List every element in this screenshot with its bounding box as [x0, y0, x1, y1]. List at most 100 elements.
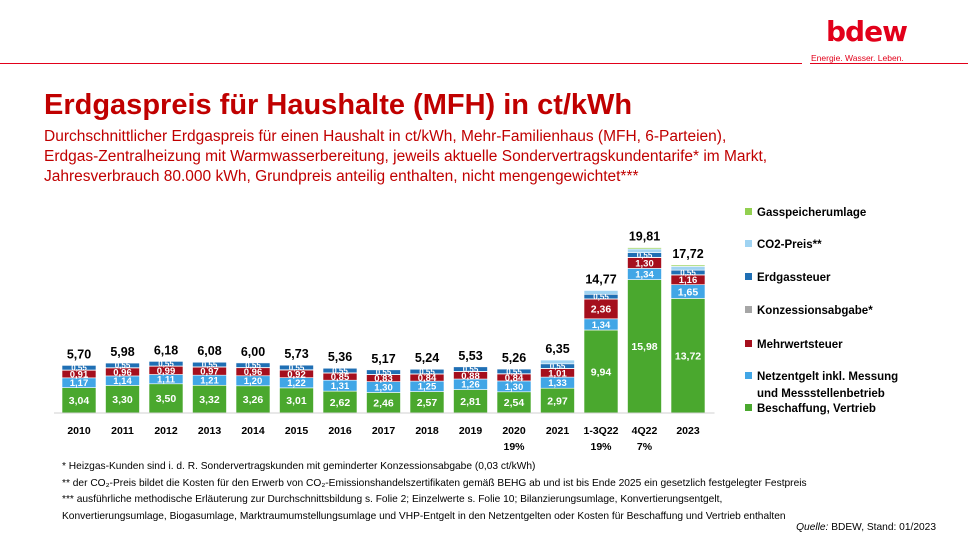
- total-label: 5,36: [328, 350, 352, 364]
- bar-segment: [670, 264, 706, 267]
- category-label: 2017: [372, 425, 396, 437]
- segment-label: 1,21: [200, 376, 219, 387]
- bar-segment: [148, 383, 184, 414]
- segment-label: 1,30: [635, 258, 654, 269]
- segment-label: 0,55: [158, 360, 174, 369]
- total-label: 6,35: [545, 342, 569, 356]
- segment-label: 2,81: [460, 396, 481, 408]
- segment-label: 3,04: [69, 395, 90, 407]
- segment-label: 2,36: [591, 304, 612, 316]
- category-label: 2014: [241, 425, 265, 437]
- footnotes: * Heizgas-Kunden sind i. d. R. Sonderver…: [62, 459, 807, 525]
- category-sublabel: 19%: [590, 441, 612, 453]
- segment-label: 0,55: [245, 361, 261, 370]
- legend-label: Mehrwertsteuer: [757, 339, 843, 351]
- segment-label: 1,31: [331, 381, 350, 392]
- category-label: 2018: [415, 425, 439, 437]
- category-label: 2023: [676, 425, 700, 437]
- legend-swatch: [745, 404, 752, 411]
- bar-segment: [105, 362, 140, 368]
- category-label: 1-3Q22: [583, 425, 618, 437]
- bar-segment: [627, 248, 662, 253]
- segment-label: 9,94: [591, 366, 612, 378]
- bar-segment: [409, 368, 445, 375]
- segment-label: 0,55: [71, 364, 87, 373]
- segment-label: 1,14: [113, 376, 132, 387]
- category-sublabel: 19%: [503, 441, 525, 453]
- footnote: ** der CO₂-Preis bildet die Kosten für d…: [62, 477, 807, 489]
- total-label: 5,73: [284, 347, 308, 361]
- bar-segment: [235, 362, 271, 368]
- logo-tagline: Energie. Wasser. Leben.: [811, 53, 904, 63]
- segment-label: 2,97: [547, 395, 568, 407]
- bar-segment: [148, 361, 184, 367]
- segment-label: 0,55: [419, 367, 435, 376]
- legend-label: Gasspeicherumlage: [757, 207, 866, 219]
- bar-segment: [583, 290, 619, 295]
- legend-label: Konzessionsabgabe*: [757, 305, 873, 317]
- segment-label: 1,11: [157, 375, 176, 386]
- segment-label: 1,26: [461, 380, 480, 391]
- segment-label: 1,33: [548, 378, 567, 389]
- segment-label: 0,55: [332, 366, 348, 375]
- total-label: 5,70: [67, 347, 91, 361]
- subtitle-line: Erdgas-Zentralheizung mit Warmwasserbere…: [44, 148, 768, 165]
- category-label: 2012: [154, 425, 178, 437]
- total-label: 6,18: [154, 343, 178, 357]
- segment-label: 0,55: [289, 363, 305, 372]
- segment-label: 2,62: [330, 397, 351, 409]
- segment-label: 1,16: [679, 275, 698, 286]
- page-subtitle: Durchschnittlicher Erdgaspreis für einen…: [44, 127, 844, 187]
- subtitle-line: Durchschnittlicher Erdgaspreis für einen…: [44, 128, 727, 145]
- segment-label: 0,88: [461, 371, 480, 382]
- legend-label: Netzentgelt inkl. Messung und Messstellen…: [757, 371, 898, 400]
- total-label: 5,98: [110, 345, 134, 359]
- bar-segment: [366, 369, 401, 375]
- page-title: Erdgaspreis für Haushalte (MFH) in ct/kW…: [44, 89, 633, 121]
- segment-label: 1,34: [592, 320, 611, 331]
- segment-label: 3,26: [243, 394, 264, 406]
- segment-label: 2,54: [504, 397, 525, 409]
- source-label: Quelle:: [796, 522, 829, 533]
- segment-label: 3,01: [286, 395, 307, 407]
- segment-label: 15,98: [631, 341, 657, 353]
- segment-label: 1,17: [70, 378, 89, 389]
- segment-label: 1,25: [418, 382, 437, 393]
- legend-swatch: [745, 372, 752, 379]
- bar-segment: [61, 365, 97, 371]
- segment-label: 3,50: [156, 393, 177, 405]
- segment-label: 3,30: [112, 394, 133, 406]
- total-label: 6,08: [197, 344, 221, 358]
- legend-label: Erdgassteuer: [757, 272, 831, 284]
- category-label: 2013: [198, 425, 222, 437]
- total-label: 6,00: [241, 345, 265, 359]
- segment-label: 0,96: [244, 367, 263, 378]
- header-divider: [0, 63, 802, 64]
- bar-segment: [540, 359, 575, 365]
- total-label: 5,26: [502, 351, 526, 365]
- segment-label: 1,30: [374, 382, 393, 393]
- header-divider-right: [810, 63, 968, 64]
- bdew-logo: bdew: [826, 15, 908, 48]
- category-label: 2021: [546, 425, 570, 437]
- bar-segment: [670, 266, 706, 271]
- category-label: 2011: [111, 425, 134, 437]
- segment-label: 3,32: [199, 394, 220, 406]
- segment-label: 0,55: [506, 367, 522, 376]
- segment-label: 1,65: [678, 286, 699, 298]
- legend-label: Beschaffung, Vertrieb: [757, 403, 876, 415]
- segment-label: 0,55: [376, 368, 392, 377]
- segment-label: 0,55: [463, 365, 479, 374]
- legend-swatch: [745, 208, 752, 215]
- segment-label: 0,97: [200, 367, 219, 378]
- segment-label: 0,92: [287, 369, 306, 380]
- footnote: Konvertierungsumlage, Biogasumlage, Mark…: [62, 510, 786, 522]
- segment-label: 2,46: [373, 398, 394, 410]
- category-label: 2010: [67, 425, 91, 437]
- segment-label: 1,34: [635, 269, 654, 280]
- segment-label: 13,72: [675, 350, 701, 362]
- footnote: * Heizgas-Kunden sind i. d. R. Sonderver…: [62, 461, 536, 472]
- subtitle-line: Jahresverbrauch 80.000 kWh, Grundpreis a…: [44, 168, 639, 185]
- category-label: 2015: [285, 425, 309, 437]
- bar-segment: [496, 368, 532, 374]
